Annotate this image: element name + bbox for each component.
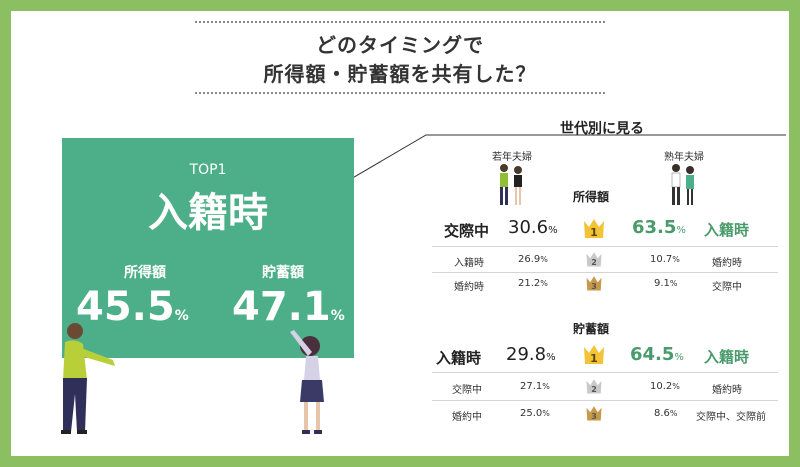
savings-row1-mature-value: 64.5% <box>630 344 684 365</box>
income-row2-mature-label: 婚約時 <box>712 258 742 269</box>
mature-couple-label: 熟年夫婦 <box>664 152 704 163</box>
savings-label: 貯蓄額 <box>262 265 304 281</box>
savings-row2-young-value: 27.1% <box>520 381 550 392</box>
young-couple-label: 若年夫婦 <box>492 152 532 163</box>
bronze-crown-icon <box>586 276 602 291</box>
savings-row2-mature-value: 10.2% <box>650 381 680 392</box>
savings-row3-mature-label: 交際中、交際前 <box>696 412 766 423</box>
income-row3-mature-value: 9.1% <box>654 278 678 289</box>
income-row1-young-value: 30.6% <box>508 217 558 238</box>
savings-row3-young-label: 婚約中 <box>452 412 482 423</box>
savings-section-heading: 貯蓄額 <box>573 322 610 336</box>
income-row1-rank: 1 <box>590 226 598 239</box>
income-row3-young-label: 婚約時 <box>454 282 484 293</box>
bronze-crown-icon <box>586 406 602 421</box>
savings-row3-young-value: 25.0% <box>520 408 550 419</box>
savings-row1-young-label: 入籍時 <box>436 349 482 367</box>
silver-crown-icon <box>586 379 602 394</box>
income-row2-mature-value: 10.7% <box>650 254 680 265</box>
income-row2-divider <box>432 272 778 273</box>
title-divider-top <box>195 21 605 23</box>
top-timing-label: 入籍時 <box>148 190 268 236</box>
income-row1-mature-label: 入籍時 <box>704 221 750 239</box>
young-couple-icon <box>500 164 522 205</box>
savings-value: 47.1% <box>232 284 345 330</box>
woman-illustration <box>290 330 324 434</box>
savings-row1-divider <box>432 372 778 373</box>
page-title-line1: どのタイミングで <box>316 33 484 57</box>
gold-crown-icon <box>584 345 604 364</box>
savings-row2-rank: 2 <box>591 385 597 394</box>
savings-row2-young-label: 交際中 <box>452 385 482 396</box>
income-row3-young-value: 21.2% <box>518 278 548 289</box>
income-row3-rank: 3 <box>591 282 597 291</box>
income-row3-mature-label: 交際中 <box>712 282 742 293</box>
mature-couple-icon <box>671 164 694 205</box>
income-label: 所得額 <box>124 265 166 281</box>
savings-row2-mature-label: 婚約時 <box>712 385 742 396</box>
page-title-line2: 所得額・貯蓄額を共有した？ <box>263 62 537 86</box>
silver-crown-icon <box>586 252 602 267</box>
top-rank-label: TOP1 <box>189 162 227 178</box>
man-illustration <box>61 323 115 434</box>
income-row1-young-label: 交際中 <box>444 222 490 240</box>
savings-row2-divider <box>432 400 778 401</box>
income-section-heading: 所得額 <box>573 190 610 204</box>
savings-row3-mature-value: 8.6% <box>654 408 678 419</box>
savings-row1-young-value: 29.8% <box>506 344 556 365</box>
income-value: 45.5% <box>76 284 189 330</box>
savings-row1-mature-label: 入籍時 <box>704 348 750 366</box>
generation-heading: 世代別に見る <box>560 121 644 137</box>
savings-row3-rank: 3 <box>591 412 597 421</box>
income-row2-rank: 2 <box>591 258 597 267</box>
title-divider-bottom <box>195 92 605 94</box>
income-row2-young-value: 26.9% <box>518 254 548 265</box>
income-row1-divider <box>432 246 778 247</box>
income-row1-mature-value: 63.5% <box>632 217 686 238</box>
income-row2-young-label: 入籍時 <box>454 258 484 269</box>
top-result-card: TOP1 入籍時 所得額 貯蓄額 45.5% 47.1% <box>62 138 354 358</box>
savings-row1-rank: 1 <box>590 352 598 365</box>
gold-crown-icon <box>584 219 604 238</box>
